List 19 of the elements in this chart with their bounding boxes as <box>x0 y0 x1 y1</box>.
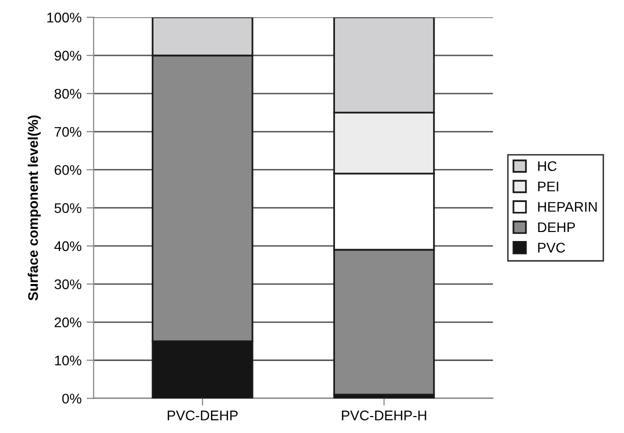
y-tick-label: 40% <box>54 241 82 252</box>
legend-label: HC <box>538 161 557 172</box>
legend-label: HEPARIN <box>538 202 597 212</box>
y-tick-label: 80% <box>54 88 82 99</box>
legend-label: PVC <box>538 242 566 253</box>
legend-label: DEHP <box>538 222 575 232</box>
y-tick-label: 50% <box>54 203 82 214</box>
legend-label: PEI <box>538 182 558 192</box>
y-tick-label: 90% <box>54 50 82 61</box>
x-tick-label: PVC-DEHP-H <box>342 410 426 420</box>
y-tick-label: 30% <box>54 279 82 290</box>
y-tick-label: 0% <box>62 394 82 404</box>
y-tick-label: 100% <box>47 12 82 22</box>
y-tick-label: 60% <box>54 165 82 175</box>
y-tick-label: 20% <box>54 317 82 328</box>
y-tick-label: 10% <box>55 356 82 366</box>
x-tick-label: PVC-DEHP <box>168 410 238 420</box>
y-tick-label: 70% <box>54 126 82 137</box>
y-axis-title: Surface component level(%) <box>28 116 41 300</box>
